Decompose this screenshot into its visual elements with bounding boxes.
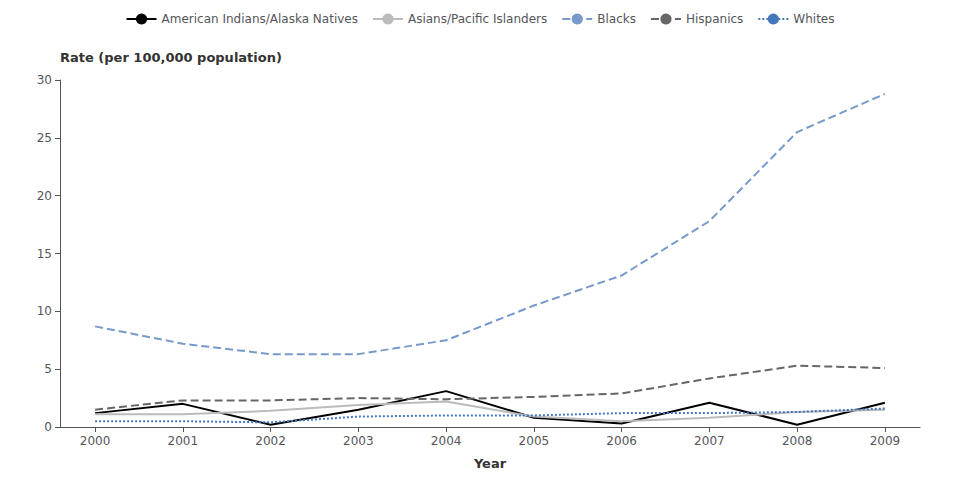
svg-text:20: 20 — [37, 189, 52, 203]
svg-text:2007: 2007 — [694, 434, 725, 448]
svg-text:10: 10 — [37, 304, 52, 318]
svg-text:Blacks: Blacks — [597, 12, 636, 26]
svg-text:2003: 2003 — [343, 434, 374, 448]
svg-text:2005: 2005 — [519, 434, 550, 448]
svg-text:2009: 2009 — [870, 434, 901, 448]
svg-text:30: 30 — [37, 73, 52, 87]
svg-text:2004: 2004 — [431, 434, 462, 448]
svg-text:2002: 2002 — [255, 434, 286, 448]
svg-text:5: 5 — [44, 362, 52, 376]
svg-text:Hispanics: Hispanics — [686, 12, 743, 26]
svg-text:Whites: Whites — [793, 12, 834, 26]
svg-text:0: 0 — [44, 420, 52, 434]
svg-text:2000: 2000 — [80, 434, 111, 448]
svg-text:25: 25 — [37, 131, 52, 145]
svg-text:2008: 2008 — [782, 434, 813, 448]
svg-text:2006: 2006 — [606, 434, 637, 448]
svg-text:American Indians/Alaska Native: American Indians/Alaska Natives — [162, 12, 358, 26]
svg-text:Asians/Pacific Islanders: Asians/Pacific Islanders — [408, 12, 547, 26]
svg-text:15: 15 — [37, 247, 52, 261]
svg-text:2001: 2001 — [168, 434, 199, 448]
svg-text:Rate (per 100,000 population): Rate (per 100,000 population) — [60, 50, 282, 65]
svg-text:Year: Year — [473, 456, 507, 471]
